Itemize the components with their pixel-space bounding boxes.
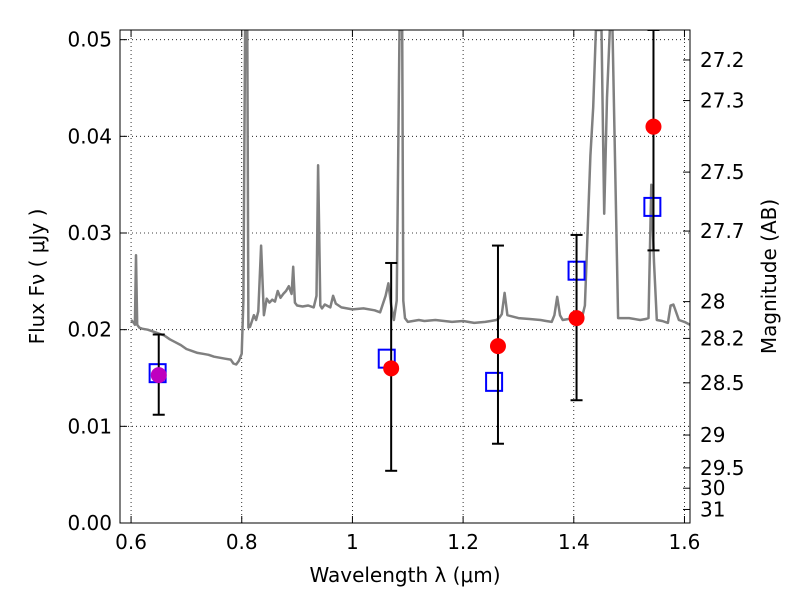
observed-photometry-point xyxy=(383,360,400,377)
mag-tick-label: 27.3 xyxy=(700,89,745,113)
y-tick-label: 0.00 xyxy=(67,511,112,535)
plot-frame xyxy=(119,29,691,524)
axis-ticks xyxy=(120,30,690,524)
observed-photometry-point xyxy=(568,310,585,327)
mag-tick-label: 28.5 xyxy=(700,371,745,395)
y-tick-label: 0.05 xyxy=(67,28,112,52)
mag-tick-label: 28 xyxy=(700,290,725,314)
y-tick-label: 0.02 xyxy=(67,318,112,342)
mag-tick-label: 29 xyxy=(700,423,725,447)
x-tick-label: 0.8 xyxy=(226,530,258,554)
mag-tick-label: 27.5 xyxy=(700,160,745,184)
model-spectrum-line xyxy=(130,30,690,366)
plot-area xyxy=(130,30,690,472)
observed-photometry-point xyxy=(645,118,662,135)
model-photometry-point xyxy=(643,196,662,217)
x-tick-label: 1.4 xyxy=(558,530,590,554)
y-axis-title: Flux Fν ( μJy ) xyxy=(25,209,49,345)
x-tick-label: 1 xyxy=(346,530,359,554)
observed-photometry-point xyxy=(489,338,506,355)
x-tick-label: 0.6 xyxy=(115,530,147,554)
x-axis-title: Wavelength λ (μm) xyxy=(309,563,500,587)
x-tick-label: 1.6 xyxy=(669,530,701,554)
mag-tick-label: 30 xyxy=(700,476,725,500)
mag-tick-label: 27.7 xyxy=(700,219,745,243)
observed-photometry-point xyxy=(150,367,167,384)
axis-labels: 0.6 0.8 1 1.2 1.4 1.6 0.00 0.01 0.02 0.03 0.04 0.05… xyxy=(25,28,781,587)
y-tick-label: 0.01 xyxy=(67,414,112,438)
x-tick-label: 1.2 xyxy=(447,530,479,554)
y-tick-label: 0.03 xyxy=(67,221,112,245)
mag-tick-label: 28.2 xyxy=(700,326,745,350)
model-photometry-point xyxy=(485,371,504,392)
mag-tick-label: 27.2 xyxy=(700,48,745,72)
y-tick-label: 0.04 xyxy=(67,124,112,148)
mag-tick-label: 31 xyxy=(700,497,725,521)
y2-axis-title: Magnitude (AB) xyxy=(757,199,781,354)
mag-tick-label: 29.5 xyxy=(700,456,745,480)
